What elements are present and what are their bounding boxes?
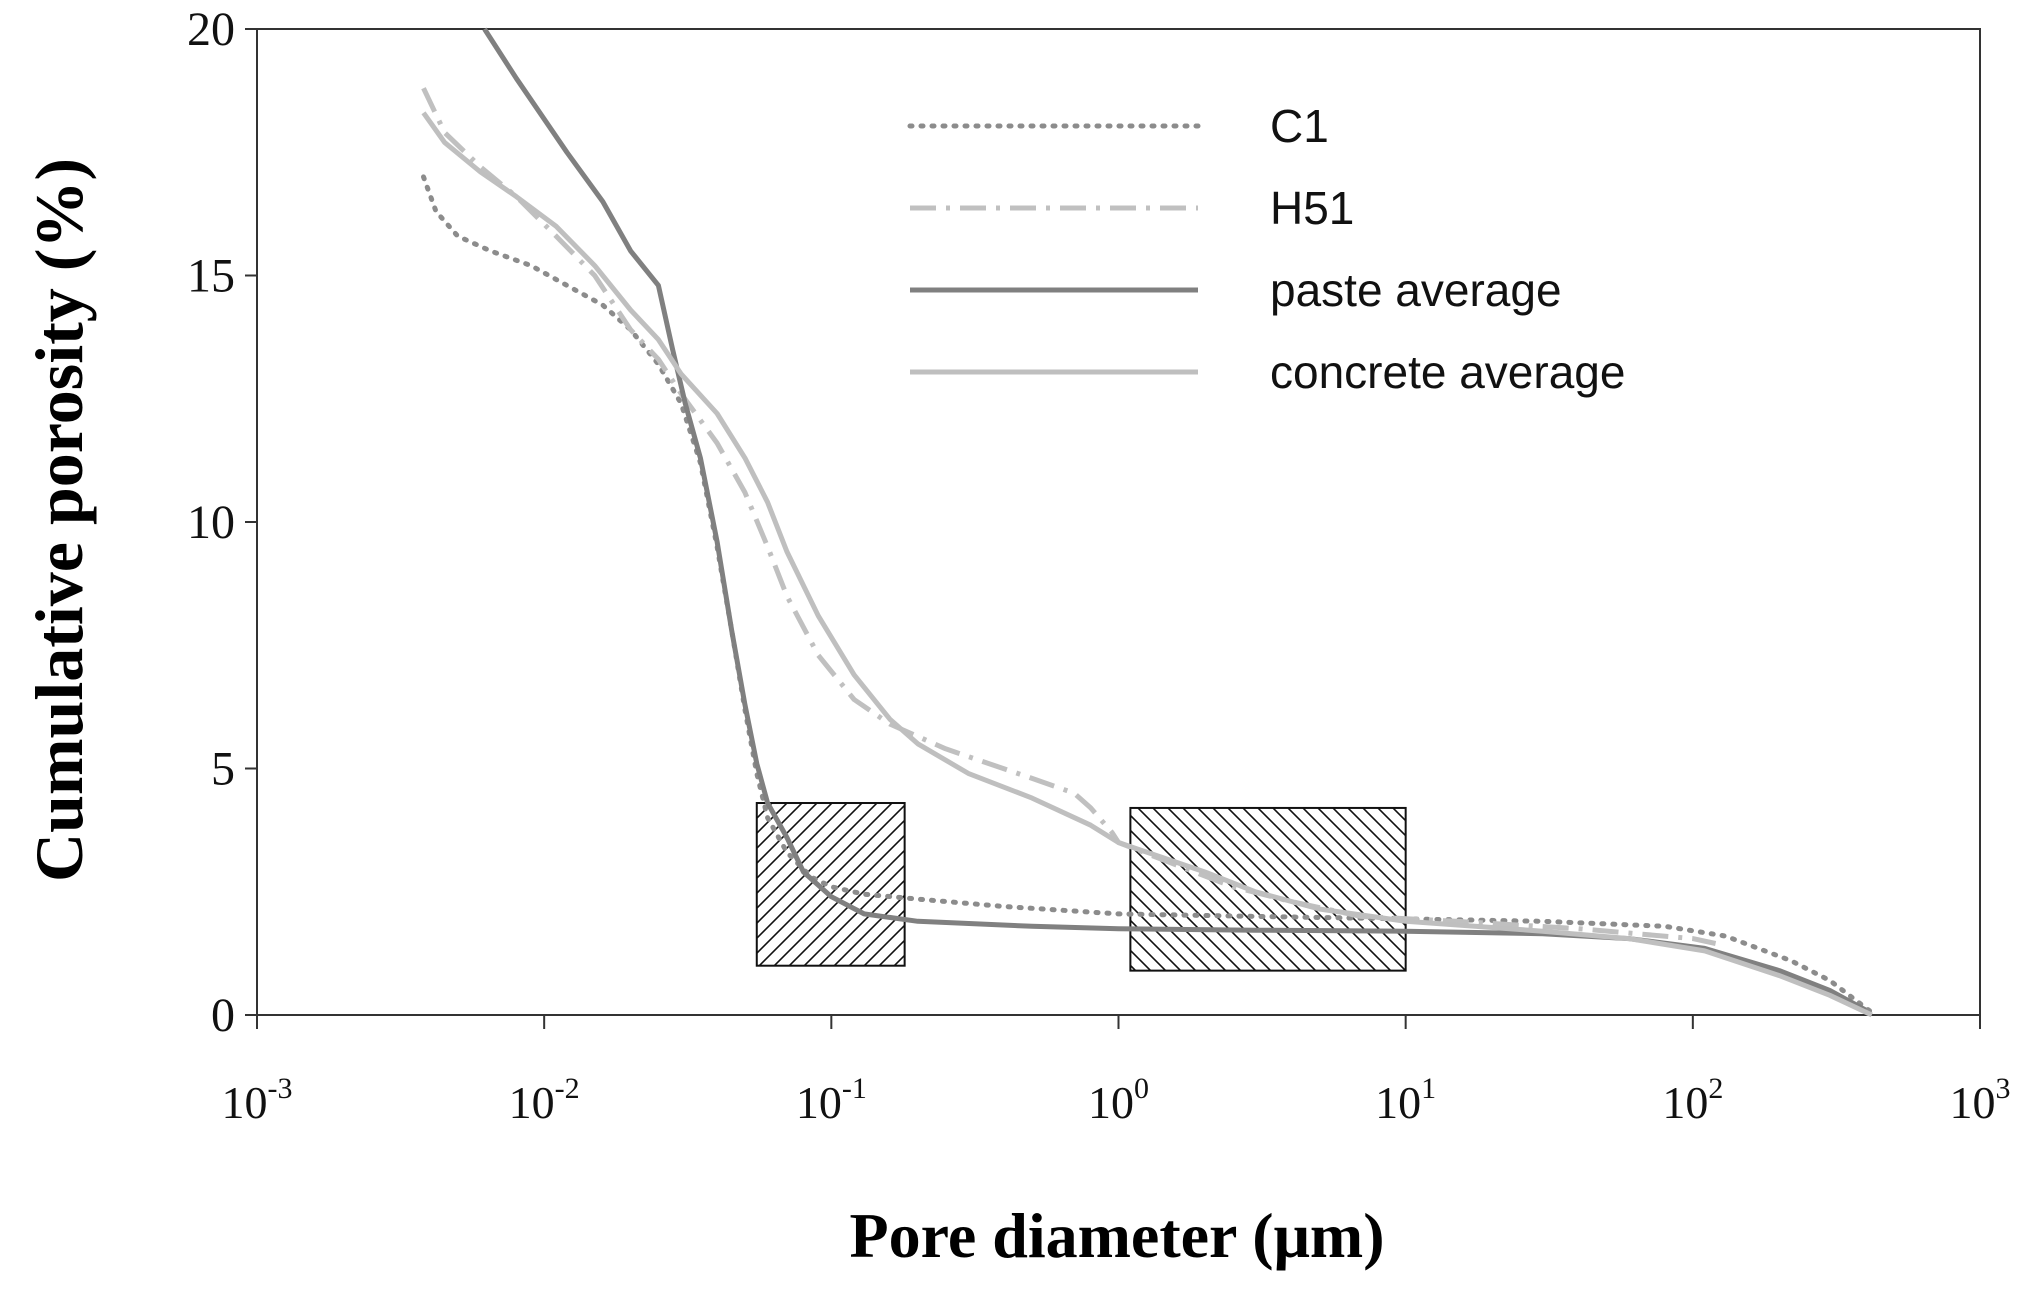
legend-label-c1: C1: [1270, 100, 1329, 152]
legend-label-paste-average: paste average: [1270, 264, 1562, 316]
y-axis-label: Cumulative porosity (%): [21, 158, 97, 882]
x-tick-label: 10-1: [796, 1072, 867, 1128]
y-tick-label: 15: [187, 250, 235, 303]
x-tick-label: 10-3: [222, 1072, 293, 1128]
x-axis-label: Pore diameter (μm): [849, 1200, 1384, 1271]
axes: [256, 28, 1981, 1016]
x-tick-label: 100: [1088, 1072, 1149, 1128]
x-tick-label: 101: [1375, 1072, 1436, 1128]
hatched-region-2: [1129, 806, 1407, 972]
legend-label-concrete-average: concrete average: [1270, 346, 1625, 398]
legend: C1 H51 paste average concrete average: [907, 100, 1625, 398]
ticks: 0 5 10 15 20 10-3 10-2 10-1 100 101 102 103: [187, 3, 2011, 1128]
y-tick-label: 5: [211, 743, 235, 796]
y-tick-label: 10: [187, 496, 235, 549]
y-tick-label: 20: [187, 3, 235, 56]
legend-label-h51: H51: [1270, 182, 1354, 234]
annotations: [755, 802, 1407, 972]
y-tick-label: 0: [211, 989, 235, 1042]
x-tick-label: 102: [1662, 1072, 1723, 1128]
x-tick-label: 10-2: [509, 1072, 580, 1128]
series-layer: [421, 27, 1875, 1018]
plot-frame: [256, 28, 1981, 1016]
x-tick-label: 103: [1950, 1072, 2011, 1128]
series-line-c1: [421, 174, 1875, 1015]
series-line-concrete-average: [421, 111, 1873, 1018]
